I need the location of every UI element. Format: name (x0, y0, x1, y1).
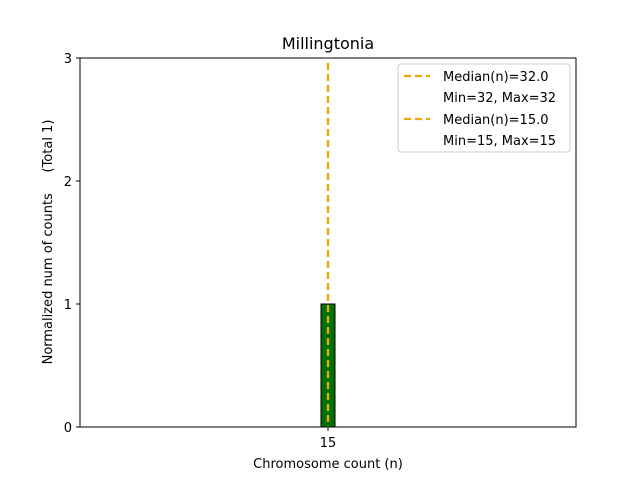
y-tick-label-0: 0 (64, 421, 72, 436)
legend-sublabel-1: Min=32, Max=32 (443, 91, 556, 106)
y-tick-label-3: 3 (64, 52, 72, 67)
legend-sublabel-2: Min=15, Max=15 (443, 134, 556, 149)
y-tick-label-2: 2 (64, 175, 72, 190)
legend-box (397, 63, 571, 153)
legend: Median(n)=32.0 Min=32, Max=32 Median(n)=15… (397, 63, 571, 153)
y-axis-label: Normalized num of counts (Total 1) (41, 120, 56, 365)
x-tick-label-15: 15 (320, 436, 337, 451)
axes: 0 1 2 3 15 (64, 52, 577, 451)
chart-title: Millingtonia (282, 34, 374, 53)
x-axis-label: Chromosome count (n) (253, 457, 403, 472)
legend-label-2: Median(n)=15.0 (443, 113, 549, 128)
y-tick-label-1: 1 (64, 298, 72, 313)
plot-area (320, 63, 336, 428)
legend-label-1: Median(n)=32.0 (443, 70, 549, 85)
